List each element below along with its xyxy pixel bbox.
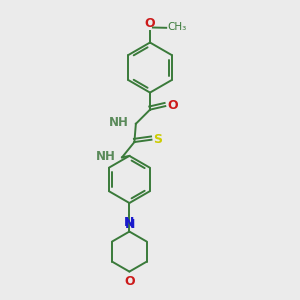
Text: O: O [124,274,135,287]
Text: O: O [145,17,155,30]
Text: S: S [154,133,163,146]
Text: N: N [124,216,135,229]
Text: CH₃: CH₃ [167,22,186,32]
Text: NH: NH [109,116,128,128]
Text: O: O [167,99,178,112]
Text: NH: NH [96,150,116,163]
Text: N: N [124,218,135,231]
